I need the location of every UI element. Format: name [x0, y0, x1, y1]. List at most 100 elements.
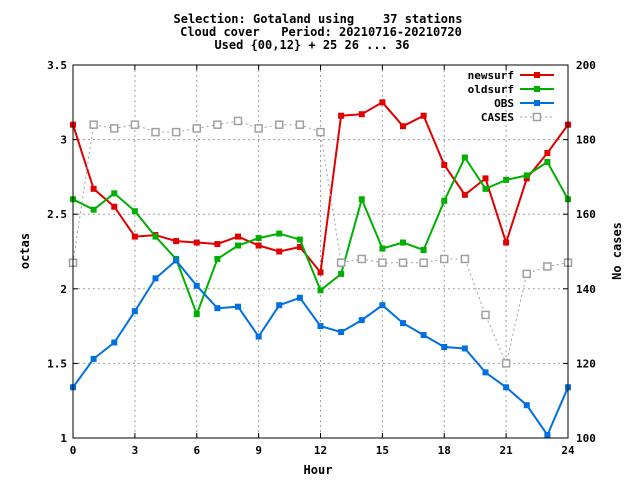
- oldsurf-point: [358, 196, 365, 203]
- x-tick-label: 6: [193, 444, 200, 457]
- x-axis-label: Hour: [304, 463, 333, 477]
- newsurf-point: [296, 244, 303, 251]
- cases-point: [481, 310, 490, 320]
- obs-point: [441, 343, 448, 350]
- oldsurf-point: [90, 206, 97, 213]
- oldsurf-point: [544, 158, 551, 165]
- obs-point: [90, 355, 97, 362]
- cases-point: [192, 124, 201, 133]
- legend-label-newsurf: newsurf: [468, 69, 514, 82]
- newsurf-point: [544, 150, 551, 157]
- newsurf-point: [503, 239, 510, 246]
- newsurf-point: [276, 248, 283, 255]
- cases-point: [316, 127, 325, 137]
- cases-point: [522, 269, 531, 279]
- cases-point: [357, 254, 366, 264]
- oldsurf-point: [276, 230, 283, 237]
- oldsurf-point: [338, 270, 345, 277]
- newsurf-point: [400, 123, 406, 130]
- cases-point: [501, 359, 511, 368]
- newsurf-point: [193, 239, 200, 246]
- cases-point: [233, 116, 243, 126]
- title-line-2: Cloud cover Period: 20210716-20210720: [180, 25, 462, 39]
- y2-tick-label: 140: [576, 283, 596, 296]
- x-tick-label: 3: [132, 444, 139, 457]
- x-tick-label: 12: [314, 444, 327, 457]
- newsurf-point: [338, 112, 345, 119]
- obs-point: [296, 294, 303, 301]
- newsurf-point: [111, 203, 118, 210]
- oldsurf-point: [317, 287, 324, 294]
- y2-tick-label: 100: [576, 432, 596, 445]
- cases-point: [398, 258, 408, 267]
- oldsurf-point: [235, 242, 241, 249]
- oldsurf-point: [131, 208, 138, 215]
- cases-point: [419, 258, 428, 267]
- obs-point: [276, 302, 283, 309]
- legend-label-oldsurf: oldsurf: [468, 83, 514, 96]
- legend-label-obs: OBS: [494, 97, 514, 110]
- legend-marker-oldsurf: [534, 86, 540, 92]
- newsurf-point: [420, 112, 427, 119]
- newsurf-point: [379, 99, 386, 106]
- oldsurf-point: [523, 172, 530, 179]
- y2-tick-label: 160: [576, 208, 596, 221]
- oldsurf-point: [420, 247, 427, 254]
- y2-tick-label: 180: [576, 134, 596, 147]
- cases-point: [378, 258, 387, 267]
- newsurf-point: [255, 242, 262, 249]
- cases-point: [460, 254, 470, 264]
- x-tick-label: 21: [500, 444, 514, 457]
- oldsurf-point: [379, 245, 386, 252]
- cases-point: [89, 120, 98, 129]
- obs-point: [111, 339, 118, 346]
- obs-point: [193, 282, 200, 289]
- newsurf-point: [90, 185, 97, 192]
- cases-point: [130, 120, 140, 129]
- x-tick-label: 15: [376, 444, 389, 457]
- obs-point: [131, 308, 138, 315]
- cases-point: [151, 127, 160, 137]
- title-line-1: Selection: Gotaland using 37 stations: [174, 12, 463, 26]
- chart-title: Selection: Gotaland using 37 stations Cl…: [174, 12, 463, 52]
- cases-point: [543, 262, 552, 271]
- legend-item-obs: OBS: [494, 97, 554, 110]
- oldsurf-point: [400, 239, 406, 246]
- obs-point: [255, 333, 262, 340]
- obs-point: [503, 384, 510, 391]
- newsurf-point: [214, 241, 221, 248]
- newsurf-point: [482, 175, 489, 182]
- obs-point: [235, 303, 241, 310]
- oldsurf-point: [461, 154, 468, 161]
- newsurf-point: [317, 269, 324, 276]
- legend-marker-obs: [534, 100, 540, 106]
- oldsurf-point: [214, 255, 221, 262]
- newsurf-point: [461, 191, 468, 198]
- y-tick-label: 1: [60, 432, 67, 445]
- legend-item-oldsurf: oldsurf: [468, 83, 554, 96]
- newsurf-point: [173, 238, 180, 245]
- x-tick-label: 0: [70, 444, 77, 457]
- legend-marker-newsurf: [534, 72, 540, 78]
- cases-point: [213, 120, 222, 129]
- legend-item-newsurf: newsurf: [468, 69, 554, 82]
- cases-point: [336, 258, 346, 267]
- tick-labels: 0 3 6 9 12 15 18 21 24 1 1.5 2 2.5 3 3.5 100 120 140 160 18…: [47, 59, 596, 457]
- obs-point: [544, 432, 551, 439]
- series-cases: [68, 116, 573, 368]
- y-tick-label: 1.5: [47, 357, 67, 370]
- cases-point: [275, 120, 284, 129]
- oldsurf-point: [441, 197, 448, 204]
- series: [68, 99, 573, 439]
- obs-point: [214, 305, 221, 312]
- x-tick-label: 24: [561, 444, 575, 457]
- y-tick-label: 2: [60, 283, 67, 296]
- plot-frame: [72, 64, 569, 439]
- obs-point: [358, 317, 365, 324]
- obs-point: [523, 402, 530, 409]
- y2-tick-label: 120: [576, 357, 596, 370]
- cases-point: [171, 127, 181, 137]
- cases-point: [440, 254, 449, 264]
- cases-point: [295, 120, 305, 129]
